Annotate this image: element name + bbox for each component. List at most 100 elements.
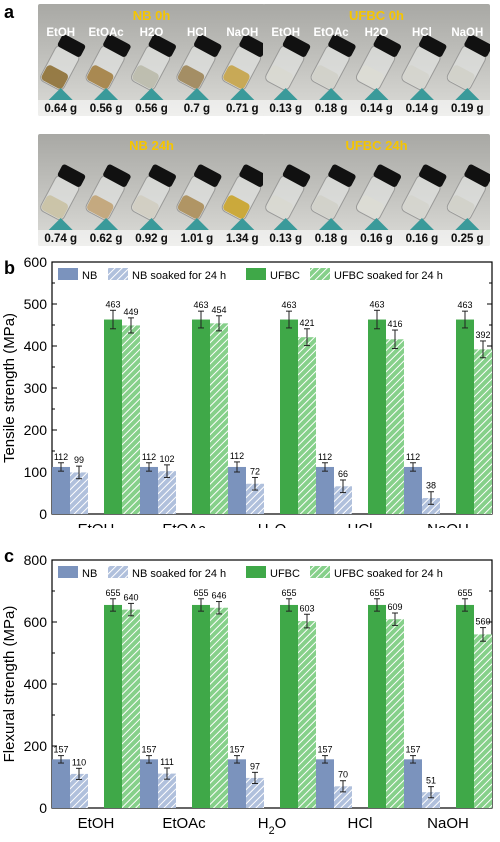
x-tick-label: H2O	[258, 521, 287, 528]
vial-cap	[103, 34, 131, 57]
solvent-label: H2O	[365, 27, 389, 39]
bar	[158, 773, 176, 808]
data-label: 655	[369, 588, 384, 598]
mass-label: 0.18 g	[315, 103, 348, 115]
mass-label-band	[38, 100, 265, 116]
vial-liquid	[41, 65, 69, 89]
vial	[221, 34, 265, 91]
panel-b-letter: b	[4, 258, 15, 278]
solvent-label: EtOAc	[314, 27, 350, 39]
legend-swatch	[108, 566, 128, 578]
mass-label: 0.18 g	[315, 233, 348, 245]
vial-cap	[103, 164, 131, 187]
mass-label-band	[263, 230, 490, 246]
photo-title: NB 24h	[129, 138, 174, 153]
legend-label: NB soaked for 24 h	[132, 270, 226, 282]
bar	[246, 483, 264, 514]
legend-swatch	[58, 566, 78, 578]
vial-photo: NB 0h EtOH 0.64 g EtOAc 0.56 g H2O 0.56 g HCl 0.…	[38, 4, 265, 116]
mass-label: 0.16 g	[360, 233, 393, 245]
bar	[280, 604, 298, 808]
bar	[122, 609, 140, 808]
data-label: 72	[250, 466, 260, 476]
data-label: 99	[74, 455, 84, 465]
vial-cap	[148, 164, 177, 187]
bar	[246, 777, 264, 808]
vial-photo-svg: NB 0h EtOH 0.64 g EtOAc 0.56 g H2O 0.56 g HCl 0.…	[38, 4, 265, 116]
data-label: 102	[159, 454, 174, 464]
vial-cap	[464, 164, 490, 187]
vial-cap	[57, 34, 86, 57]
bar	[140, 466, 158, 514]
solvent-label: NaOH	[451, 27, 483, 39]
bar	[70, 472, 88, 514]
data-label: 646	[211, 591, 226, 601]
photo-title: UFBC 0h	[349, 8, 404, 23]
vial	[265, 34, 311, 91]
legend-swatch	[310, 268, 330, 280]
data-label: 463	[369, 299, 384, 309]
bar	[52, 466, 70, 514]
vial-stand	[94, 218, 119, 230]
vial-liquid	[448, 195, 475, 219]
mass-label: 0.56 g	[90, 103, 123, 115]
mass-label: 1.34 g	[226, 233, 259, 245]
bar	[140, 759, 158, 808]
data-label: 609	[387, 602, 402, 612]
data-label: 112	[54, 452, 68, 462]
data-label: 112	[230, 451, 244, 461]
mass-label: 0.14 g	[360, 103, 393, 115]
bar	[316, 759, 334, 808]
vial-cap	[373, 34, 402, 57]
vial-stand	[184, 88, 209, 100]
bar	[298, 621, 316, 808]
vial-liquid	[223, 65, 250, 89]
legend-label: UFBC soaked for 24 h	[334, 270, 443, 282]
vial-liquid	[87, 195, 114, 219]
bar	[422, 792, 440, 808]
data-label: 97	[250, 761, 260, 771]
vial-liquid	[266, 65, 294, 89]
data-label: 51	[426, 776, 436, 786]
vial	[176, 164, 222, 221]
mass-label: 0.25 g	[451, 233, 484, 245]
vial	[401, 164, 447, 221]
vial-cap	[328, 34, 356, 57]
data-label: 38	[426, 481, 436, 491]
data-label: 463	[193, 300, 208, 310]
data-label: 421	[299, 318, 314, 328]
y-tick-label: 400	[24, 338, 48, 354]
bar	[122, 325, 140, 514]
legend-label: UFBC	[270, 568, 300, 580]
legend-swatch	[310, 566, 330, 578]
vial-cap	[418, 164, 447, 187]
x-tick-label: EtOH	[78, 815, 115, 832]
legend-swatch	[108, 268, 128, 280]
vial	[130, 34, 177, 91]
bar	[386, 339, 404, 514]
data-label: 110	[72, 757, 86, 767]
vial-stand	[364, 88, 389, 100]
vial-stand	[94, 88, 119, 100]
mass-label: 0.74 g	[44, 233, 77, 245]
vial	[130, 164, 177, 221]
vial-photo: UFBC 0h EtOH 0.13 g EtOAc 0.18 g H2O 0.14 g HCl…	[263, 4, 490, 116]
mass-label: 0.62 g	[90, 233, 123, 245]
vial-stand	[230, 218, 255, 230]
vial	[85, 34, 131, 91]
data-label: 463	[105, 299, 120, 309]
solvent-label: HCl	[187, 27, 207, 39]
mass-label: 0.7 g	[184, 103, 210, 115]
solvent-label: EtOAc	[89, 27, 125, 39]
bar	[298, 337, 316, 514]
mass-label-band	[263, 100, 490, 116]
y-tick-label: 0	[39, 506, 47, 522]
y-tick-label: 300	[24, 380, 48, 396]
vial-stand	[455, 218, 480, 230]
vial-liquid	[223, 195, 250, 219]
data-label: 157	[405, 745, 420, 755]
x-tick-label: EtOAc	[162, 521, 206, 528]
